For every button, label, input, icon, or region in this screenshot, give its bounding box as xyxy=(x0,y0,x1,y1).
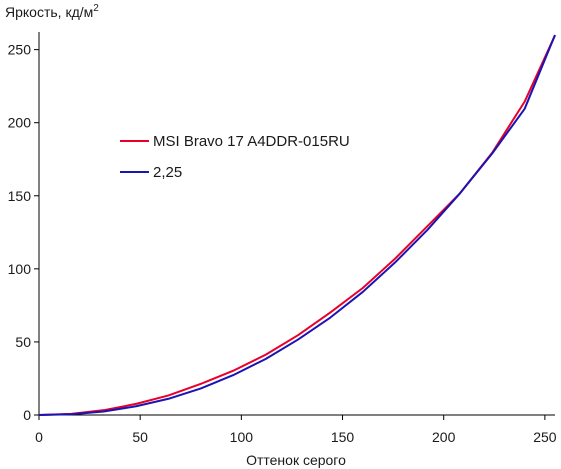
series-line-msi xyxy=(38,34,556,416)
y-tick-label: 50 xyxy=(15,334,31,350)
y-tick-label: 0 xyxy=(23,407,31,423)
y-ticks: 0 50 100 150 200 250 xyxy=(8,42,39,423)
y-tick-label: 250 xyxy=(8,42,32,58)
x-tick-label: 50 xyxy=(132,429,148,445)
series-layer xyxy=(38,34,556,416)
legend: MSI Bravo 17 A4DDR-015RU 2,25 xyxy=(120,133,350,181)
x-axis-title: Оттенок серого xyxy=(246,452,346,468)
series-line-gamma xyxy=(38,34,556,416)
y-axis: 0 50 100 150 200 250 xyxy=(8,32,40,423)
legend-label-gamma: 2,25 xyxy=(153,164,182,181)
y-tick-label: 200 xyxy=(8,115,32,131)
x-tick-label: 150 xyxy=(331,429,355,445)
x-tick-label: 0 xyxy=(35,429,43,445)
y-axis-title: Яркость, кд/м2 xyxy=(5,3,99,20)
x-tick-label: 100 xyxy=(230,429,254,445)
legend-label-msi: MSI Bravo 17 A4DDR-015RU xyxy=(153,133,350,150)
x-tick-label: 200 xyxy=(432,429,456,445)
y-tick-label: 150 xyxy=(8,188,32,204)
x-ticks: 0 50 100 150 200 250 xyxy=(35,415,557,445)
y-tick-label: 100 xyxy=(8,261,32,277)
x-tick-label: 250 xyxy=(533,429,557,445)
y-axis-title-text: Яркость, кд/м xyxy=(5,4,93,20)
y-axis-title-superscript: 2 xyxy=(93,3,99,14)
x-axis: 0 50 100 150 200 250 xyxy=(35,414,557,445)
